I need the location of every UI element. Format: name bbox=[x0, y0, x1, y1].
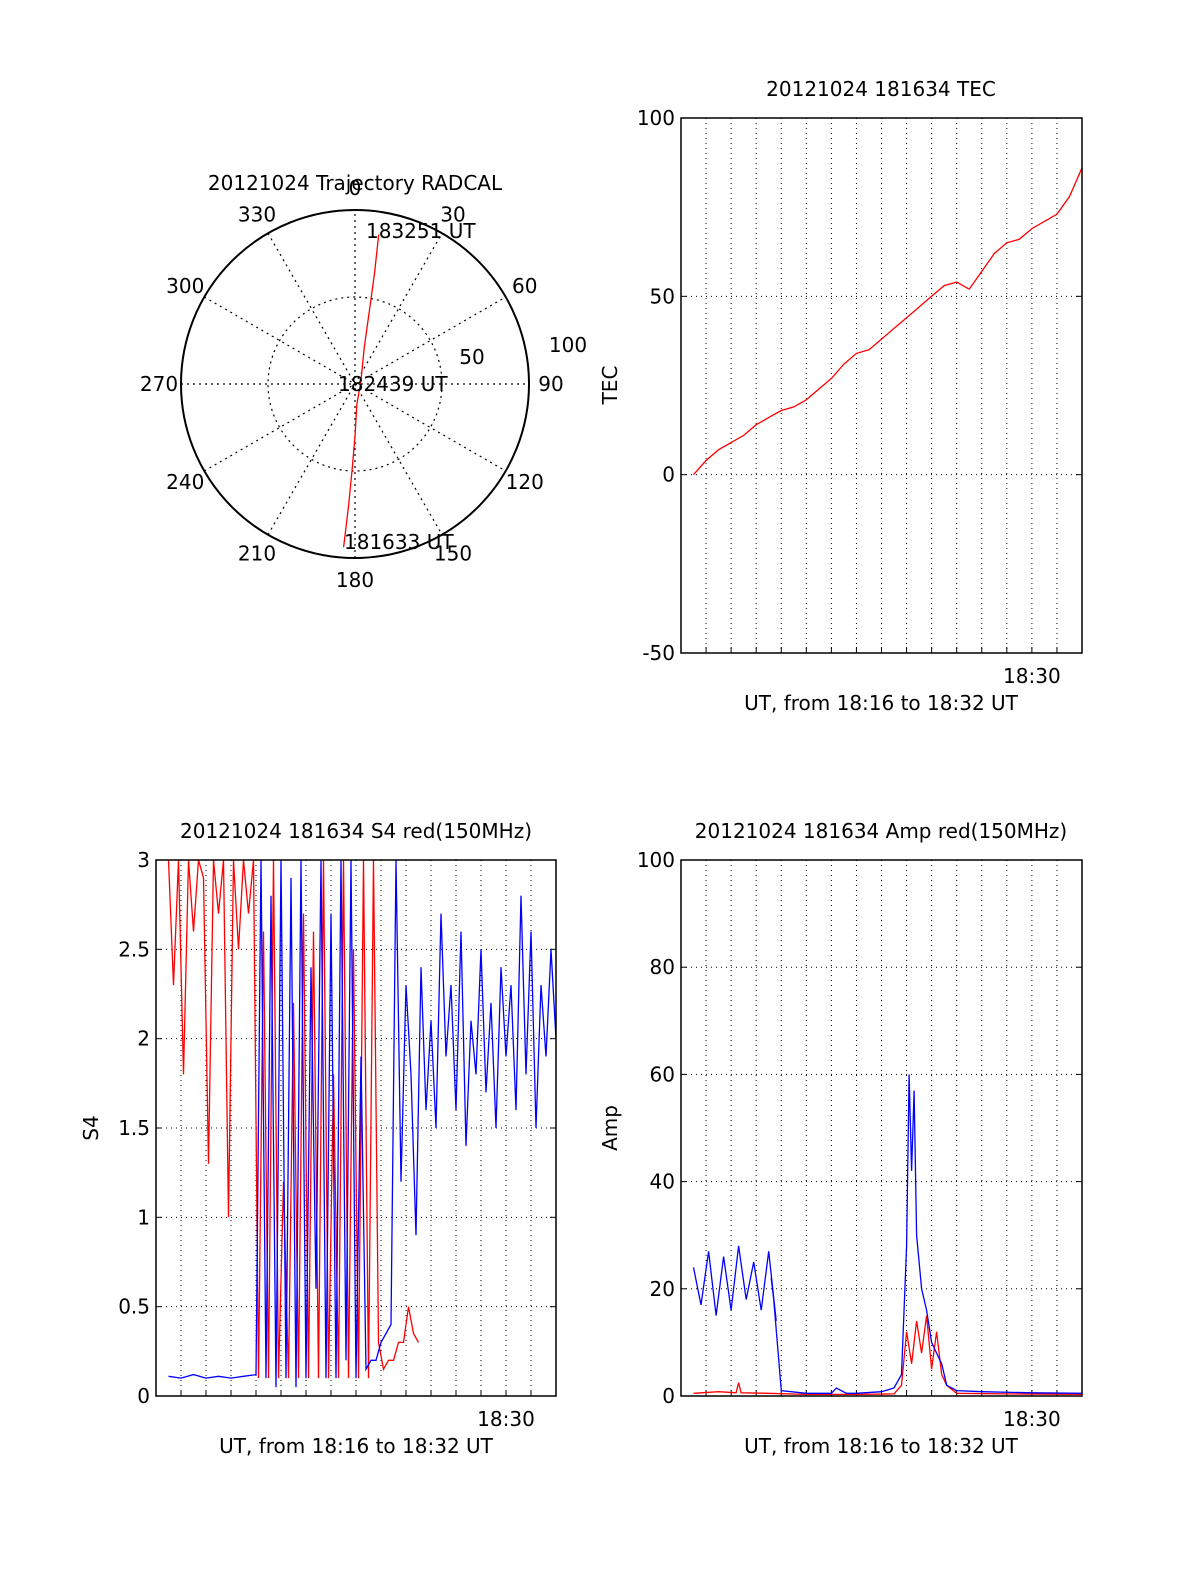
ytick-label-4: 2 bbox=[137, 1027, 150, 1051]
tec-title: 20121024 181634 TEC bbox=[766, 77, 996, 101]
amp-ylabel: Amp bbox=[598, 1105, 622, 1151]
s4-plot-area: 0 0.5 1 1.5 2 2.5 3 18:30 bbox=[118, 848, 557, 1431]
s4-ylabel: S4 bbox=[79, 1115, 103, 1140]
polar-angle-label-210: 210 bbox=[238, 542, 276, 566]
s4-panel: 20121024 181634 S4 red(150MHz) 0 0.5 1 1.5 2… bbox=[79, 819, 557, 1458]
ytick-label-2: 40 bbox=[650, 1170, 675, 1194]
plot-frame bbox=[680, 859, 1083, 1397]
ytick-label-1: 0.5 bbox=[118, 1295, 150, 1319]
polar-angle-label-90: 90 bbox=[538, 372, 563, 396]
trajectory-mid-label: 182439 UT bbox=[338, 372, 448, 396]
ytick-label-1: 20 bbox=[650, 1277, 675, 1301]
trajectory-line bbox=[342, 234, 380, 548]
plot-frame bbox=[155, 859, 557, 1397]
amp-xlabel: UT, from 18:16 to 18:32 UT bbox=[744, 1434, 1019, 1458]
ytick-label-3: 60 bbox=[650, 1062, 675, 1086]
xtick-label-1830: 18:30 bbox=[1003, 664, 1061, 688]
polar-angle-label-300: 300 bbox=[166, 274, 204, 298]
polar-inner-circle bbox=[267, 296, 443, 472]
ytick-label-0: -50 bbox=[642, 641, 675, 665]
ytick-label-4: 80 bbox=[650, 955, 675, 979]
s4-xlabel: UT, from 18:16 to 18:32 UT bbox=[219, 1434, 494, 1458]
series-1 bbox=[168, 860, 556, 1388]
polar-radial-label-50: 50 bbox=[459, 345, 484, 369]
ytick-label-0: 0 bbox=[662, 1384, 675, 1408]
tec-xlabel: UT, from 18:16 to 18:32 UT bbox=[744, 691, 1019, 715]
ytick-label-3: 100 bbox=[637, 106, 675, 130]
ytick-label-3: 1.5 bbox=[118, 1116, 150, 1140]
series-1 bbox=[692, 1074, 1082, 1394]
tec-plot-area: -50 0 50 100 18:30 bbox=[637, 106, 1083, 688]
polar-panel: 20121024 Trajectory RADCAL 0 30 60 90 120 150… bbox=[140, 171, 587, 592]
ytick-label-5: 2.5 bbox=[118, 937, 150, 961]
trajectory-start-label: 181633 UT bbox=[344, 530, 454, 554]
polar-radial-label-100: 100 bbox=[549, 333, 587, 357]
amp-plot-area: 0 20 40 60 80 100 18:30 bbox=[637, 848, 1083, 1431]
ytick-label-2: 50 bbox=[650, 284, 675, 308]
plot-frame bbox=[680, 117, 1083, 654]
s4-title: 20121024 181634 S4 red(150MHz) bbox=[180, 819, 532, 843]
polar-angle-label-180: 180 bbox=[336, 568, 374, 592]
amp-title: 20121024 181634 Amp red(150MHz) bbox=[695, 819, 1067, 843]
tec-ylabel: TEC bbox=[598, 366, 622, 406]
tec-panel: 20121024 181634 TEC -50 0 50 100 18:30 UT, f… bbox=[598, 77, 1083, 715]
polar-angle-label-60: 60 bbox=[512, 274, 537, 298]
ytick-label-0: 0 bbox=[137, 1384, 150, 1408]
ytick-label-5: 100 bbox=[637, 848, 675, 872]
polar-angle-label-270: 270 bbox=[140, 372, 178, 396]
ytick-label-2: 1 bbox=[137, 1205, 150, 1229]
trajectory-end-label: 183251 UT bbox=[366, 219, 476, 243]
polar-angle-label-0: 0 bbox=[349, 176, 362, 200]
xtick-label-1830: 18:30 bbox=[477, 1407, 535, 1431]
series-0 bbox=[167, 860, 420, 1379]
ytick-label-6: 3 bbox=[137, 848, 150, 872]
xtick-label-1830: 18:30 bbox=[1003, 1407, 1061, 1431]
polar-angle-label-330: 330 bbox=[238, 202, 276, 226]
polar-angle-labels: 0 30 60 90 120 150 180 210 240 270 300 330 bbox=[140, 176, 564, 592]
polar-angle-label-150: 150 bbox=[434, 542, 472, 566]
polar-title: 20121024 Trajectory RADCAL bbox=[208, 171, 503, 195]
polar-angle-label-120: 120 bbox=[506, 470, 544, 494]
series-0 bbox=[693, 1315, 1082, 1396]
polar-grid bbox=[180, 209, 530, 559]
polar-angle-label-30: 30 bbox=[440, 202, 465, 226]
ytick-label-1: 0 bbox=[662, 463, 675, 487]
amp-panel: 20121024 181634 Amp red(150MHz) 0 20 40 60 8… bbox=[598, 819, 1083, 1458]
series-0 bbox=[693, 167, 1082, 476]
polar-spoke-150 bbox=[267, 233, 443, 535]
polar-angle-label-240: 240 bbox=[166, 470, 204, 494]
